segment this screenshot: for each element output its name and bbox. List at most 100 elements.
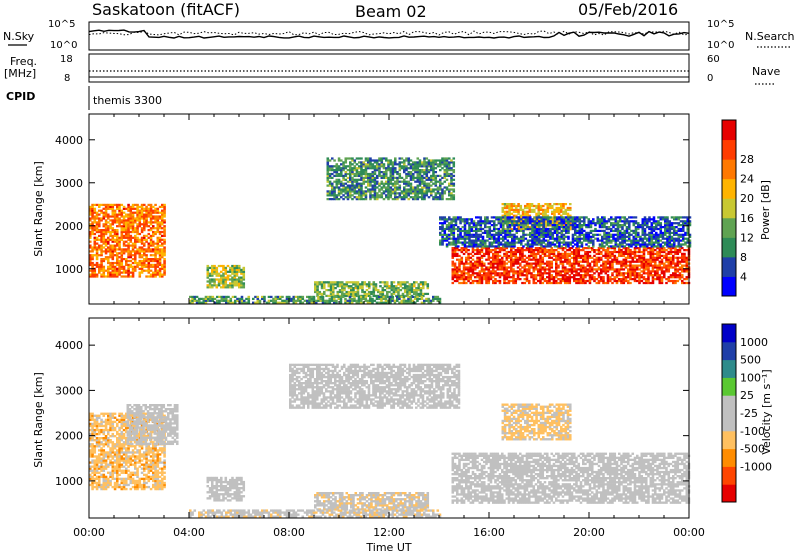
heatmap-cell (506, 243, 510, 246)
heatmap-cell (674, 256, 677, 259)
heatmap-cell (355, 198, 359, 201)
heatmap-cell (93, 242, 97, 245)
heatmap-cell (387, 194, 390, 197)
heatmap-cell (533, 233, 537, 236)
heatmap-cell (616, 235, 620, 238)
heatmap-cell (568, 247, 572, 250)
heatmap-cell (615, 279, 619, 283)
heatmap-cell (138, 219, 142, 222)
heatmap-cell (676, 268, 680, 271)
heatmap-cell (649, 281, 653, 285)
heatmap-cell (451, 254, 455, 258)
heatmap-cell (517, 204, 520, 208)
heatmap-cell (549, 229, 552, 233)
heatmap-cell (120, 271, 124, 274)
heatmap-cell (399, 285, 403, 288)
heatmap-cell (610, 218, 613, 221)
heatmap-cell (316, 285, 319, 288)
heatmap-cell (610, 229, 613, 233)
heatmap-cell (380, 192, 384, 195)
heatmap-cell (401, 283, 405, 286)
heatmap-cell (539, 268, 542, 271)
heatmap-cell (161, 250, 164, 253)
heatmap-cell (520, 218, 523, 221)
freq-unit-label: [MHz] (4, 67, 36, 80)
heatmap-cell (460, 272, 464, 275)
heatmap-cell (425, 184, 429, 187)
heatmap-cell (471, 249, 475, 252)
heatmap-cell (152, 234, 155, 238)
heatmap-cell (484, 245, 487, 248)
heatmap-cell (454, 218, 458, 221)
heatmap-cell (340, 163, 343, 166)
heatmap-cell (591, 266, 594, 269)
heatmap-cell (533, 204, 536, 208)
heatmap-cell (525, 279, 529, 283)
heatmap-cell (508, 204, 511, 208)
heatmap-cell (118, 259, 121, 263)
heatmap-cell (539, 254, 542, 258)
heatmap-cell (344, 165, 348, 168)
heatmap-cell (134, 227, 137, 230)
heatmap-cell (558, 231, 561, 235)
heatmap-cell (140, 205, 144, 209)
heatmap-cell (107, 230, 110, 234)
heatmap-cell (544, 214, 547, 217)
heatmap-cell (569, 218, 573, 221)
heatmap-cell (412, 198, 415, 201)
heatmap-cell (549, 227, 552, 231)
heatmap-cell (450, 192, 453, 195)
heatmap-cell (220, 280, 223, 283)
heatmap-cell (107, 275, 110, 278)
heatmap-cell (104, 211, 108, 214)
heatmap-cell (470, 229, 474, 233)
heatmap-cell (604, 250, 608, 254)
heatmap-cell (372, 287, 376, 290)
heatmap-cell (667, 279, 671, 283)
heatmap-cell (161, 209, 164, 212)
heatmap-cell (553, 245, 557, 248)
heatmap-cell (601, 226, 604, 229)
heatmap-cell (665, 260, 668, 263)
heatmap-cell (378, 196, 381, 199)
heatmap-cell (138, 246, 142, 249)
heatmap-cell (122, 230, 126, 234)
heatmap-cell (508, 235, 512, 238)
heatmap-cell (382, 182, 386, 185)
heatmap-cell (674, 272, 677, 275)
heatmap-cell (544, 227, 548, 231)
heatmap-cell (553, 229, 557, 233)
heatmap-cell (327, 294, 331, 298)
heatmap-cell (335, 172, 339, 176)
heatmap-cell (389, 161, 393, 164)
heatmap-cell (681, 270, 684, 273)
heatmap-cell (513, 243, 516, 246)
heatmap-cell (591, 247, 594, 250)
heatmap-cell (387, 167, 390, 170)
heatmap-cell (370, 292, 373, 296)
heatmap-cell (340, 196, 343, 199)
heatmap-cell (544, 220, 547, 223)
heatmap-cell (374, 287, 378, 290)
heatmap-cell (116, 252, 119, 255)
heatmap-cell (138, 225, 142, 228)
heatmap-cell (654, 260, 657, 263)
heatmap-cell (451, 256, 455, 259)
heatmap-cell (152, 232, 155, 236)
heatmap-cell (365, 285, 369, 288)
heatmap-cell (669, 250, 673, 254)
heatmap-cell (163, 225, 166, 228)
heatmap-cell (414, 169, 417, 172)
heatmap-cell (601, 245, 604, 248)
heatmap-cell (597, 279, 601, 283)
heatmap-cell (567, 237, 570, 240)
heatmap-cell (604, 256, 608, 259)
heatmap-cell (499, 216, 503, 219)
heatmap-cell (353, 192, 357, 195)
heatmap-cell (508, 216, 512, 219)
heatmap-cell (104, 275, 108, 278)
heatmap-cell (497, 237, 501, 240)
heatmap-cell (385, 196, 388, 199)
heatmap-cell (481, 220, 485, 223)
heatmap-cell (548, 224, 552, 227)
